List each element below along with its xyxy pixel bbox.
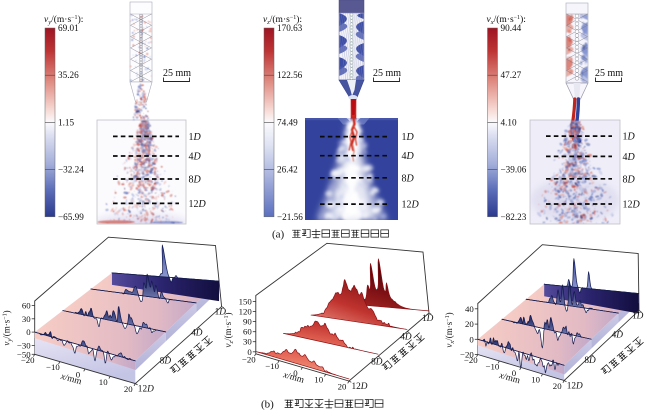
svg-text:vz/(m·s−1): vz/(m·s−1) — [223, 313, 235, 348]
svg-text:25 mm: 25 mm — [163, 68, 191, 79]
svg-text:1D: 1D — [402, 132, 415, 143]
svg-text:1D: 1D — [215, 308, 227, 318]
svg-text:20: 20 — [338, 382, 347, 392]
svg-text:150: 150 — [239, 297, 253, 307]
svg-text:25 mm: 25 mm — [595, 68, 623, 79]
svg-text:20: 20 — [553, 381, 562, 391]
svg-text:30: 30 — [22, 314, 31, 324]
svg-text:4.10: 4.10 — [501, 117, 517, 127]
svg-text:4D: 4D — [189, 152, 202, 163]
svg-text:69.01: 69.01 — [58, 23, 79, 33]
svg-text:−32.24: −32.24 — [58, 165, 84, 175]
svg-text:vz/(m·s−1):: vz/(m·s−1): — [263, 14, 302, 26]
svg-text:60: 60 — [243, 327, 252, 337]
svg-text:vx/(m·s−1): vx/(m·s−1) — [444, 312, 456, 347]
svg-text:(b): (b) — [261, 399, 274, 411]
svg-text:47.27: 47.27 — [501, 70, 522, 80]
svg-text:−10: −10 — [46, 362, 60, 372]
svg-text:vy/(m·s−1):: vy/(m·s−1): — [44, 14, 83, 26]
svg-text:1.15: 1.15 — [58, 117, 74, 127]
svg-text:25 mm: 25 mm — [373, 68, 401, 79]
svg-text:0: 0 — [293, 368, 298, 378]
svg-text:4D: 4D — [612, 331, 624, 341]
svg-text:26.42: 26.42 — [277, 165, 298, 175]
svg-text:10: 10 — [314, 375, 323, 385]
svg-text:90: 90 — [243, 317, 252, 327]
svg-text:20: 20 — [465, 319, 474, 329]
svg-text:8D: 8D — [189, 175, 202, 186]
svg-text:12D: 12D — [138, 385, 154, 395]
svg-text:−20: −20 — [460, 350, 474, 360]
svg-text:170.63: 170.63 — [277, 23, 303, 33]
svg-text:0: 0 — [512, 368, 517, 378]
svg-text:−10: −10 — [486, 362, 500, 372]
svg-text:−82.23: −82.23 — [501, 212, 527, 222]
svg-text:4D: 4D — [191, 329, 203, 339]
svg-text:4D: 4D — [400, 333, 412, 343]
svg-text:−30: −30 — [17, 340, 31, 350]
svg-text:−20: −20 — [21, 355, 35, 365]
svg-text:12D: 12D — [623, 200, 641, 211]
svg-text:(a): (a) — [272, 229, 285, 241]
svg-text:−20: −20 — [464, 355, 478, 365]
svg-text:74.49: 74.49 — [277, 117, 298, 127]
svg-text:30: 30 — [243, 337, 252, 347]
svg-text:−21.56: −21.56 — [277, 212, 303, 222]
svg-text:35.26: 35.26 — [58, 70, 79, 80]
svg-text:12D: 12D — [352, 382, 368, 392]
svg-text:10: 10 — [531, 375, 540, 385]
svg-text:−65.99: −65.99 — [58, 212, 84, 222]
svg-text:0: 0 — [76, 370, 81, 380]
svg-text:40: 40 — [465, 304, 474, 314]
svg-text:12D: 12D — [567, 382, 583, 392]
svg-text:12D: 12D — [402, 200, 420, 211]
svg-text:8D: 8D — [402, 173, 415, 184]
svg-text:−50: −50 — [17, 349, 31, 359]
svg-text:−39.06: −39.06 — [501, 165, 527, 175]
svg-text:120: 120 — [239, 307, 253, 317]
svg-text:0: 0 — [26, 327, 31, 337]
svg-text:−10: −10 — [265, 361, 279, 371]
svg-text:12D: 12D — [189, 199, 207, 210]
svg-text:4D: 4D — [623, 152, 636, 163]
svg-text:122.56: 122.56 — [277, 70, 303, 80]
svg-text:0: 0 — [469, 334, 474, 344]
svg-text:vx/(m·s−1):: vx/(m·s−1): — [487, 14, 526, 26]
svg-text:8D: 8D — [160, 357, 172, 367]
svg-text:vy/(m·s−1): vy/(m·s−1) — [2, 310, 14, 345]
svg-text:20: 20 — [124, 384, 133, 394]
svg-text:90.44: 90.44 — [501, 23, 522, 33]
svg-text:8D: 8D — [371, 357, 383, 367]
svg-text:4D: 4D — [402, 151, 415, 162]
svg-text:1D: 1D — [632, 312, 644, 322]
svg-text:1D: 1D — [422, 314, 434, 324]
svg-text:1D: 1D — [623, 132, 636, 143]
svg-text:1D: 1D — [189, 132, 202, 143]
svg-text:8D: 8D — [623, 174, 636, 185]
svg-text:0: 0 — [247, 347, 252, 357]
svg-text:8D: 8D — [584, 356, 596, 366]
svg-text:60: 60 — [22, 300, 31, 310]
svg-text:10: 10 — [99, 377, 108, 387]
svg-text:−20: −20 — [242, 354, 256, 364]
